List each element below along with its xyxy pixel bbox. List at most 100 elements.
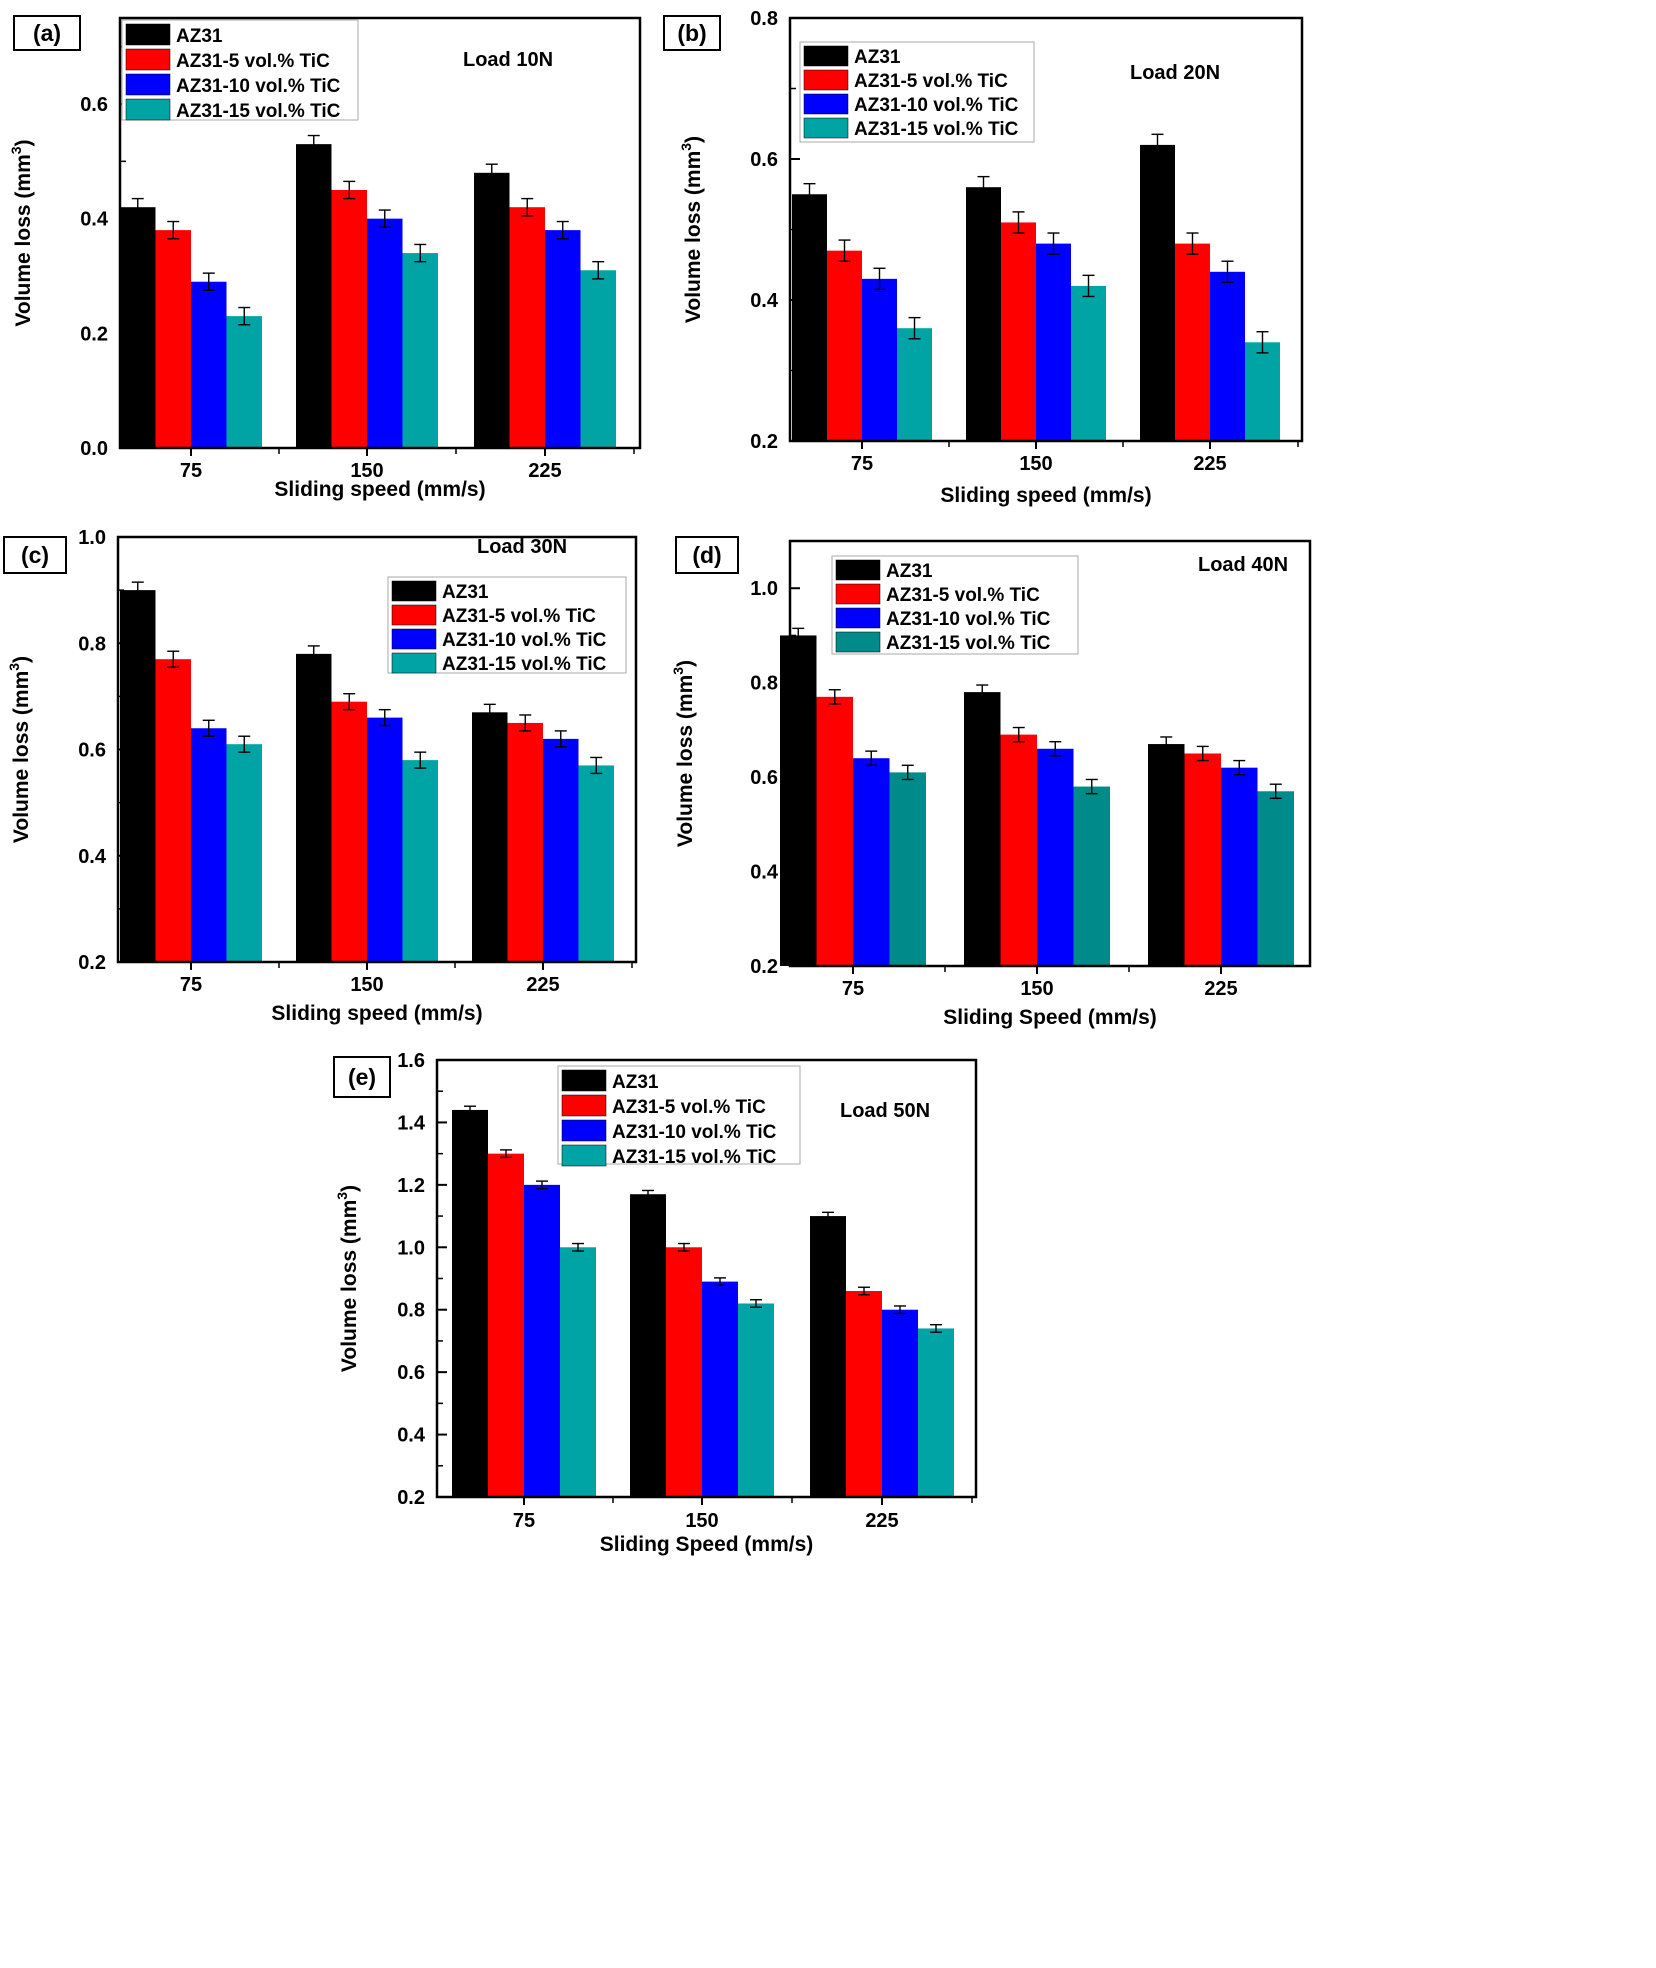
error-bar bbox=[1047, 232, 1060, 255]
legend-swatch-1 bbox=[125, 48, 171, 71]
bar-az31-10-vol-tic-150 bbox=[367, 218, 403, 448]
y-tick-label: 0.2 bbox=[750, 431, 778, 453]
bar-az31-15-vol-tic-75 bbox=[897, 328, 932, 441]
error-bar bbox=[131, 581, 144, 599]
load-annotation: Load 10N bbox=[463, 49, 553, 71]
legend-swatch-3 bbox=[125, 98, 171, 121]
y-axis-label-superscript: 3 bbox=[334, 1192, 350, 1200]
error-bar bbox=[343, 180, 356, 200]
legend-label: AZ31-10 vol.% TiC bbox=[612, 1122, 777, 1143]
bar-az31-5-vol-tic-75 bbox=[488, 1153, 524, 1497]
y-tick-label: 1.0 bbox=[397, 1237, 425, 1259]
legend-swatch-1 bbox=[561, 1094, 607, 1117]
legend-swatch-0 bbox=[391, 580, 437, 602]
chart-panel-b: 0.2 0.4 0.6 0.8 75 150 225 Sliding speed (mm/s)… bbox=[663, 8, 1304, 507]
y-tick-label: 0.6 bbox=[78, 740, 106, 762]
x-axis-label: Sliding speed (mm/s) bbox=[274, 478, 485, 501]
bar-az31-15-vol-tic-225 bbox=[1245, 342, 1280, 441]
legend-swatch-3 bbox=[561, 1144, 607, 1167]
error-bar bbox=[1256, 331, 1269, 354]
bar-az31-150 bbox=[966, 187, 1001, 441]
legend-swatch-2 bbox=[561, 1119, 607, 1142]
legend-label: AZ31 bbox=[612, 1072, 659, 1093]
y-tick-label: 0.8 bbox=[78, 633, 106, 655]
y-axis-label: Volume loss (mm3) bbox=[334, 1185, 361, 1372]
legend-swatch-3 bbox=[803, 117, 849, 139]
legend-swatch-1 bbox=[803, 69, 849, 91]
legend-swatch-1 bbox=[835, 583, 881, 605]
y-axis-label-text: Volume loss (mm bbox=[12, 154, 35, 326]
error-bar bbox=[1221, 260, 1234, 284]
bar-az31-5-vol-tic-75 bbox=[827, 250, 862, 441]
chart-panel-d: 0.2 0.4 0.6 0.8 1.0 75 150 225 Sliding Speed (mm… bbox=[670, 536, 1312, 1029]
y-tick-label: 0.4 bbox=[397, 1425, 426, 1447]
legend-swatch-2 bbox=[803, 93, 849, 115]
legend-label: AZ31-5 vol.% TiC bbox=[612, 1097, 766, 1118]
bar-az31-150 bbox=[296, 653, 332, 962]
panel-label: (e) bbox=[348, 1064, 376, 1090]
y-tick-label: 0.2 bbox=[78, 952, 106, 974]
error-bar bbox=[519, 714, 532, 732]
x-tick-label: 75 bbox=[513, 1510, 535, 1532]
error-bar bbox=[556, 220, 569, 240]
error-bar bbox=[1082, 274, 1095, 298]
error-bar bbox=[238, 735, 251, 753]
error-bar bbox=[908, 316, 921, 340]
bar-az31-10-vol-tic-225 bbox=[545, 230, 581, 448]
bar-az31-225 bbox=[474, 172, 510, 449]
legend-label: AZ31-15 vol.% TiC bbox=[442, 654, 607, 675]
y-axis-label-superscript: 3 bbox=[678, 143, 694, 151]
x-tick-label: 225 bbox=[1193, 453, 1226, 475]
error-bar bbox=[894, 1305, 906, 1315]
chart-panel-c: 0.2 0.4 0.6 0.8 1.0 75 150 225 Sliding speed (mm… bbox=[3, 527, 638, 1025]
y-axis-label-text: Volume loss (mm bbox=[674, 675, 697, 847]
x-tick-label: 150 bbox=[1020, 978, 1053, 1000]
bar-az31-10-vol-tic-225 bbox=[1221, 767, 1258, 966]
x-tick-label: 75 bbox=[842, 978, 864, 1000]
error-bar bbox=[414, 243, 427, 263]
bar-az31-15-vol-tic-75 bbox=[889, 772, 926, 966]
error-bar bbox=[464, 1105, 476, 1115]
bar-az31-225 bbox=[1148, 744, 1185, 966]
bar-az31-75 bbox=[792, 194, 827, 441]
error-bar bbox=[1269, 783, 1282, 800]
bar-az31-15-vol-tic-225 bbox=[918, 1328, 954, 1497]
panel-label: (a) bbox=[33, 20, 61, 46]
legend-label: AZ31-5 vol.% TiC bbox=[886, 585, 1040, 606]
error-bar bbox=[858, 1286, 870, 1296]
bar-az31-10-vol-tic-225 bbox=[882, 1309, 918, 1497]
error-bar bbox=[1049, 740, 1062, 757]
bar-az31-15-vol-tic-225 bbox=[578, 765, 614, 962]
x-tick-label: 225 bbox=[1204, 978, 1237, 1000]
x-axis-label: Sliding Speed (mm/s) bbox=[600, 1533, 814, 1556]
bar-az31-10-vol-tic-75 bbox=[853, 758, 890, 966]
error-bar bbox=[483, 703, 496, 721]
x-tick-label: 75 bbox=[180, 460, 202, 482]
error-bar bbox=[1012, 211, 1025, 234]
bar-az31-75 bbox=[120, 207, 156, 448]
x-axis-label: Sliding speed (mm/s) bbox=[940, 484, 1151, 507]
bar-az31-5-vol-tic-225 bbox=[1175, 243, 1210, 441]
error-bar bbox=[202, 272, 215, 292]
error-bar bbox=[838, 239, 851, 262]
bar-az31-10-vol-tic-150 bbox=[1037, 748, 1074, 966]
legend-label: AZ31-15 vol.% TiC bbox=[854, 119, 1019, 140]
error-bar bbox=[572, 1242, 584, 1252]
plot-frame bbox=[788, 539, 1312, 968]
x-tick-label: 150 bbox=[350, 974, 383, 996]
y-tick-label: 0.2 bbox=[397, 1487, 425, 1509]
error-bar bbox=[1085, 778, 1098, 795]
bar-az31-225 bbox=[810, 1216, 846, 1497]
error-bar bbox=[414, 751, 427, 769]
legend-label: AZ31 bbox=[442, 582, 489, 603]
legend-label: AZ31-10 vol.% TiC bbox=[854, 95, 1019, 116]
legend-label: AZ31 bbox=[886, 561, 933, 582]
bar-az31-10-vol-tic-225 bbox=[543, 738, 579, 962]
bar-az31-10-vol-tic-75 bbox=[191, 281, 227, 448]
error-bar bbox=[750, 1299, 762, 1308]
bar-az31-15-vol-tic-75 bbox=[226, 744, 262, 962]
y-tick-label: 0.6 bbox=[80, 94, 108, 116]
y-axis-label-close: ) bbox=[674, 660, 697, 667]
bar-az31-15-vol-tic-75 bbox=[560, 1247, 596, 1497]
